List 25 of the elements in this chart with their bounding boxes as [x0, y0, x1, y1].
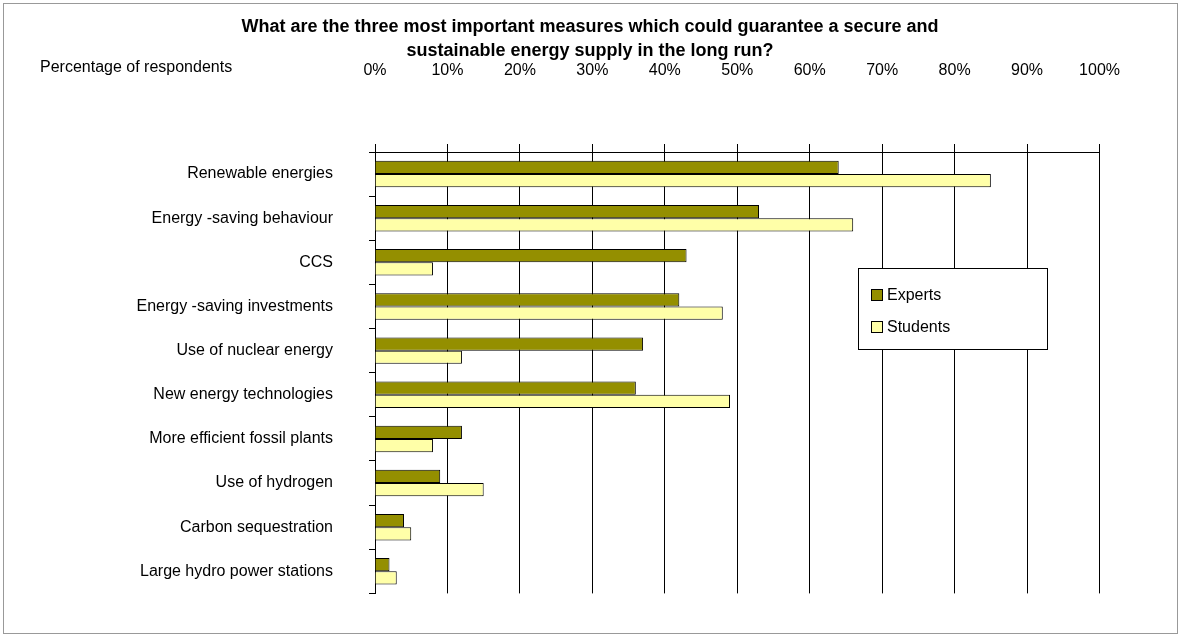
chart-title: What are the three most important measures which could guarantee a secure and sustainable energy supply in the long run? — [240, 15, 940, 62]
y-tick-label: More efficient fossil plants — [149, 429, 333, 447]
x-tick-label: 50% — [721, 60, 754, 78]
y-tick-label: Renewable energies — [187, 164, 333, 182]
y-tick-label: Carbon sequestration — [180, 517, 333, 535]
y-tick-label: Large hydro power stations — [140, 561, 333, 579]
x-tick-label: 20% — [503, 60, 536, 78]
x-tick-label: 90% — [1011, 60, 1044, 78]
legend-label: Experts — [887, 286, 942, 304]
y-tick-label: Energy -saving behaviour — [151, 208, 334, 226]
x-tick-label: 10% — [431, 60, 464, 78]
legend-label: Students — [887, 318, 951, 336]
x-tick-label: 80% — [938, 60, 971, 78]
x-tick-label: 40% — [648, 60, 681, 78]
y-tick-label: New energy technologies — [153, 385, 333, 403]
y-tick-label: Energy -saving investments — [136, 296, 333, 314]
x-tick-label: 70% — [866, 60, 899, 78]
x-tick-label: 0% — [363, 60, 387, 78]
x-tick-label: 30% — [576, 60, 609, 78]
x-axis-title: Percentage of respondents — [40, 58, 233, 76]
y-tick-label: CCS — [299, 252, 333, 270]
y-tick-label: Use of hydrogen — [215, 473, 333, 491]
x-tick-label: 100% — [1079, 60, 1120, 78]
x-tick-label: 60% — [793, 60, 826, 78]
y-tick-label: Use of nuclear energy — [176, 341, 333, 359]
